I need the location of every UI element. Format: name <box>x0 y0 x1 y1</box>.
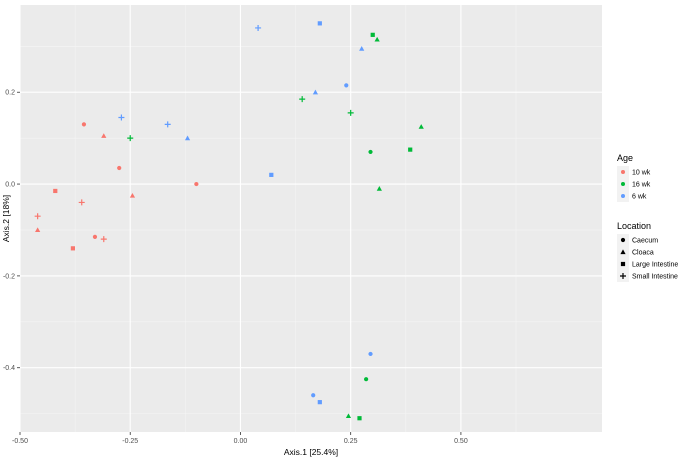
legend-key <box>620 261 626 267</box>
legend-label: 16 wk <box>632 182 651 189</box>
data-point <box>311 393 316 398</box>
data-point <box>312 89 319 95</box>
data-point <box>164 121 171 128</box>
y-tick-label: 0.2 <box>5 90 15 97</box>
data-point <box>194 181 199 187</box>
data-point <box>53 188 58 194</box>
data-point <box>368 149 373 155</box>
legend-key <box>621 194 625 198</box>
legend-label: Cloaca <box>632 250 654 257</box>
data-point <box>34 213 41 220</box>
data-point <box>357 416 362 421</box>
data-point <box>269 172 274 177</box>
data-point <box>127 135 134 142</box>
legend-key <box>620 237 626 243</box>
data-point <box>344 83 349 88</box>
legend-age-title: Age <box>617 153 633 163</box>
data-point <box>347 109 354 116</box>
data-point <box>374 36 380 42</box>
x-tick-label: 0.25 <box>344 438 358 445</box>
legend-key <box>621 170 625 174</box>
data-point <box>118 114 125 121</box>
legend-age: Age 10 wk 16 wk 6 wk <box>617 153 651 202</box>
y-tick-label: -0.4 <box>3 365 15 372</box>
y-tick-label: -0.2 <box>3 273 15 280</box>
x-tick-label: 0.00 <box>234 438 248 445</box>
data-point <box>345 413 352 419</box>
legend-location: Location Caecum Cloaca Large Intestine Smal… <box>617 221 678 282</box>
legend-key <box>620 273 626 279</box>
data-point <box>368 351 373 357</box>
y-axis-title: Axis.2 [18%] <box>1 195 11 242</box>
data-points <box>34 21 424 421</box>
data-point <box>184 135 191 141</box>
data-point <box>364 377 369 382</box>
data-point <box>81 122 87 127</box>
x-axis-title: Axis.1 [25.4%] <box>284 447 338 457</box>
legend-label: Large Intestine <box>632 262 678 269</box>
x-axis-ticks: -0.50 -0.25 0.00 0.25 0.50 <box>12 432 468 445</box>
data-point <box>129 192 136 198</box>
data-point <box>101 133 107 138</box>
data-point <box>255 24 262 31</box>
legend-label: Caecum <box>632 238 658 245</box>
data-point <box>376 186 382 191</box>
data-point <box>299 96 306 103</box>
minor-gridlines <box>20 5 602 432</box>
legend-key <box>621 182 625 186</box>
data-point <box>370 32 375 37</box>
data-point <box>100 236 107 243</box>
data-point <box>359 46 365 51</box>
x-tick-label: -0.50 <box>12 438 28 445</box>
data-point <box>92 234 98 239</box>
legend-label: 10 wk <box>632 170 651 177</box>
x-tick-label: 0.50 <box>454 438 468 445</box>
y-tick-label: 0.0 <box>5 182 15 189</box>
legend-location-title: Location <box>617 221 651 231</box>
x-tick-label: -0.25 <box>122 438 138 445</box>
major-gridlines <box>19 5 602 432</box>
legend-key <box>620 249 626 255</box>
data-point <box>317 400 322 405</box>
y-axis-ticks: -0.4 -0.2 0.0 0.2 <box>3 90 20 372</box>
legend-label: Small Intestine <box>632 274 678 281</box>
data-point <box>317 21 322 26</box>
data-point <box>408 147 413 152</box>
plot-panel <box>20 5 602 432</box>
data-point <box>117 165 122 171</box>
data-point <box>35 227 41 233</box>
data-point <box>418 124 424 129</box>
legend-label: 6 wk <box>632 194 647 201</box>
data-point <box>78 199 85 206</box>
data-point <box>70 246 76 251</box>
